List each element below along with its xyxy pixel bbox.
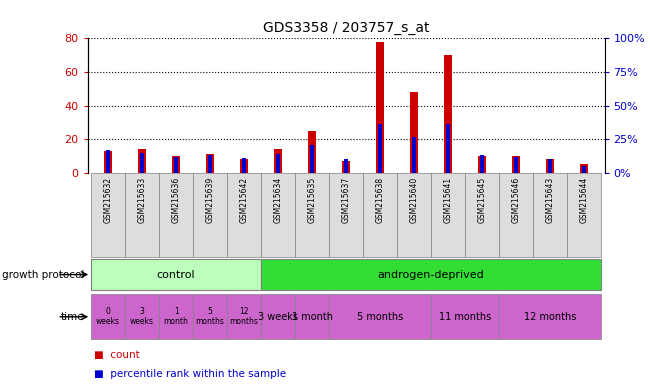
Text: GSM215643: GSM215643 (545, 177, 554, 223)
Bar (227, 294, 261, 339)
Bar (125, 173, 159, 257)
Bar (310, 145, 314, 173)
Text: GSM215635: GSM215635 (307, 177, 317, 223)
Bar (276, 154, 280, 173)
Bar (104, 151, 112, 173)
Bar (140, 153, 144, 173)
Text: GSM215641: GSM215641 (443, 177, 452, 223)
Bar (261, 173, 295, 257)
Text: GSM215638: GSM215638 (376, 177, 385, 223)
Bar (125, 294, 159, 339)
Bar (444, 55, 452, 173)
Text: 5
months: 5 months (196, 307, 225, 326)
Bar (344, 159, 348, 173)
Bar (193, 294, 227, 339)
Bar (514, 157, 518, 173)
Bar (208, 156, 212, 173)
Text: GSM215634: GSM215634 (274, 177, 283, 223)
Bar (261, 259, 601, 290)
Text: 11 months: 11 months (439, 312, 491, 322)
Text: 3 weeks: 3 weeks (258, 312, 298, 322)
Bar (378, 124, 382, 173)
Text: 1 month: 1 month (292, 312, 333, 322)
Bar (106, 150, 110, 173)
Bar (465, 173, 499, 257)
Bar (499, 173, 533, 257)
Bar (499, 294, 601, 339)
Text: growth protocol: growth protocol (2, 270, 84, 280)
Bar (308, 131, 317, 173)
Bar (431, 294, 499, 339)
Text: 1
month: 1 month (164, 307, 188, 326)
Bar (274, 149, 282, 173)
Bar (533, 173, 567, 257)
Bar (227, 173, 261, 257)
Text: GSM215645: GSM215645 (478, 177, 487, 223)
Text: 12 months: 12 months (524, 312, 577, 322)
Bar (138, 149, 146, 173)
Bar (546, 159, 554, 173)
Text: GSM215646: GSM215646 (512, 177, 521, 223)
Bar (480, 156, 484, 173)
Text: 3
weeks: 3 weeks (130, 307, 154, 326)
Bar (295, 294, 329, 339)
Bar (478, 156, 486, 173)
Text: GSM215637: GSM215637 (342, 177, 350, 223)
Bar (159, 173, 193, 257)
Bar (446, 124, 450, 173)
Text: GSM215642: GSM215642 (240, 177, 249, 223)
Bar (512, 156, 521, 173)
Bar (582, 166, 586, 173)
Bar (548, 159, 552, 173)
Text: androgen-deprived: androgen-deprived (378, 270, 484, 280)
Bar (242, 158, 246, 173)
Text: GSM215644: GSM215644 (580, 177, 589, 223)
Bar (397, 173, 431, 257)
Bar (206, 154, 215, 173)
Bar (342, 161, 350, 173)
Bar (363, 173, 397, 257)
Bar (412, 137, 416, 173)
Text: ■  count: ■ count (94, 350, 140, 360)
Title: GDS3358 / 203757_s_at: GDS3358 / 203757_s_at (263, 21, 430, 35)
Bar (329, 173, 363, 257)
Bar (91, 259, 261, 290)
Text: GSM215633: GSM215633 (138, 177, 147, 223)
Text: GSM215632: GSM215632 (103, 177, 112, 223)
Text: GSM215640: GSM215640 (410, 177, 419, 223)
Bar (261, 294, 295, 339)
Bar (295, 173, 329, 257)
Text: control: control (157, 270, 196, 280)
Bar (410, 92, 419, 173)
Bar (329, 294, 431, 339)
Bar (172, 156, 181, 173)
Bar (240, 159, 248, 173)
Text: 12
months: 12 months (229, 307, 259, 326)
Bar (376, 42, 384, 173)
Text: 5 months: 5 months (357, 312, 403, 322)
Text: GSM215639: GSM215639 (205, 177, 214, 223)
Text: 0
weeks: 0 weeks (96, 307, 120, 326)
Bar (580, 164, 588, 173)
Text: time: time (61, 312, 84, 322)
Bar (159, 294, 193, 339)
Text: ■  percentile rank within the sample: ■ percentile rank within the sample (94, 369, 287, 379)
Bar (91, 173, 125, 257)
Text: GSM215636: GSM215636 (172, 177, 181, 223)
Bar (431, 173, 465, 257)
Bar (567, 173, 601, 257)
Bar (193, 173, 227, 257)
Bar (91, 294, 125, 339)
Bar (174, 157, 178, 173)
